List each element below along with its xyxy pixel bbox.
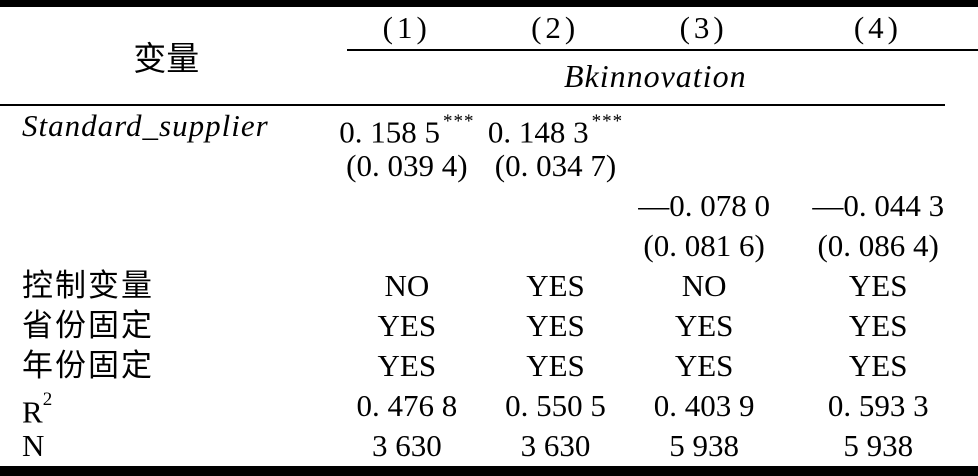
controls-col2: YES (526, 268, 585, 303)
r2-col2: 0. 550 5 (505, 388, 606, 423)
year-fe-col2: YES (526, 348, 585, 383)
r2-col3: 0. 403 9 (653, 388, 755, 423)
year-fe-col3: YES (674, 348, 734, 383)
r-label: R (22, 394, 43, 430)
column-header-3: (3) (679, 10, 728, 45)
table-row-coefficient-2: —0. 078 0 —0. 044 3 (0, 186, 978, 226)
coef2-col2 (481, 186, 630, 226)
n-col2: 3 630 (520, 428, 591, 463)
row-label-empty (0, 226, 333, 266)
table-bottom-rule (0, 466, 978, 476)
coef2-col4: —0. 044 3 (812, 188, 945, 223)
controls-col4: YES (848, 268, 908, 303)
table-row-se-2: (0. 081 6) (0. 086 4) (0, 226, 978, 266)
table-body: Standard_supplier 0. 158 5 *** 0. 148 3 **… (0, 106, 978, 466)
header-bottom-rule (0, 104, 945, 106)
year-fe-col4: YES (848, 348, 908, 383)
table-row-se-1: (0. 039 4) (0. 034 7) (0, 146, 978, 186)
coef2-col1 (333, 186, 482, 226)
row-label-r-squared: R2 (0, 386, 333, 432)
se2-col3: (0. 081 6) (643, 228, 765, 263)
table-row-n: N 3 630 3 630 5 938 5 938 (0, 426, 978, 466)
r2-col4: 0. 593 3 (827, 388, 929, 423)
table-row-year-fe: 年份固定 YES YES YES YES (0, 346, 978, 386)
se2-col4: (0. 086 4) (817, 228, 939, 263)
row-label-n: N (22, 428, 45, 463)
r2-col1: 0. 476 8 (356, 388, 458, 423)
province-fe-col3: YES (674, 308, 734, 343)
year-fe-col1: YES (377, 348, 437, 383)
row-label-standard-supplier: Standard_supplier (22, 108, 269, 143)
table-header: 变量 (1) (2) (3) (4) Bkinnovation (0, 7, 978, 104)
column-header-4: (4) (853, 10, 902, 45)
column-header-1: (1) (382, 10, 431, 45)
se1-col3 (630, 146, 779, 186)
row-label-year-fe: 年份固定 (22, 348, 154, 383)
n-col3: 5 938 (669, 428, 739, 463)
n-col1: 3 630 (371, 428, 442, 463)
controls-col3: NO (681, 268, 727, 303)
model-number-row: (1) (2) (3) (4) (333, 7, 978, 49)
r-squared-exponent: 2 (42, 389, 53, 410)
coef2-col3: —0. 078 0 (638, 188, 770, 223)
significance-stars: *** (591, 111, 624, 132)
column-header-2: (2) (531, 10, 580, 45)
coef-value: 0. 158 5 (339, 114, 440, 150)
significance-stars: *** (442, 111, 475, 132)
row-label-empty (0, 186, 333, 226)
dependent-variable-label: Bkinnovation (563, 58, 747, 94)
controls-col1: NO (384, 268, 430, 303)
se1-col4 (778, 146, 978, 186)
se1-col1: (0. 039 4) (346, 148, 468, 183)
model-columns-underline (346, 49, 978, 51)
coef-value: 0. 148 3 (487, 114, 589, 150)
row-label-controls: 控制变量 (22, 268, 154, 303)
row-label-province-fe: 省份固定 (22, 308, 154, 343)
table-row-province-fe: 省份固定 YES YES YES YES (0, 306, 978, 346)
coef1-col1: 0. 158 5 *** (333, 106, 482, 152)
coef1-col2: 0. 148 3 *** (481, 106, 630, 152)
se1-col2: (0. 034 7) (494, 148, 617, 183)
table-row-r-squared: R2 0. 476 8 0. 550 5 0. 403 9 0. 593 3 (0, 386, 978, 429)
header-model-columns: (1) (2) (3) (4) Bkinnovation (333, 7, 978, 104)
se2-col2 (481, 226, 630, 266)
row-label-empty (0, 146, 333, 186)
n-col4: 5 938 (843, 428, 914, 463)
province-fe-col2: YES (526, 308, 585, 343)
province-fe-col1: YES (377, 308, 437, 343)
table-row-coefficient-1: Standard_supplier 0. 158 5 *** 0. 148 3 **… (0, 106, 978, 149)
se2-col1 (333, 226, 482, 266)
header-variable-label: 变量 (133, 41, 200, 78)
table-row-controls: 控制变量 NO YES NO YES (0, 266, 978, 306)
province-fe-col4: YES (848, 308, 908, 343)
table-top-rule (0, 0, 978, 7)
